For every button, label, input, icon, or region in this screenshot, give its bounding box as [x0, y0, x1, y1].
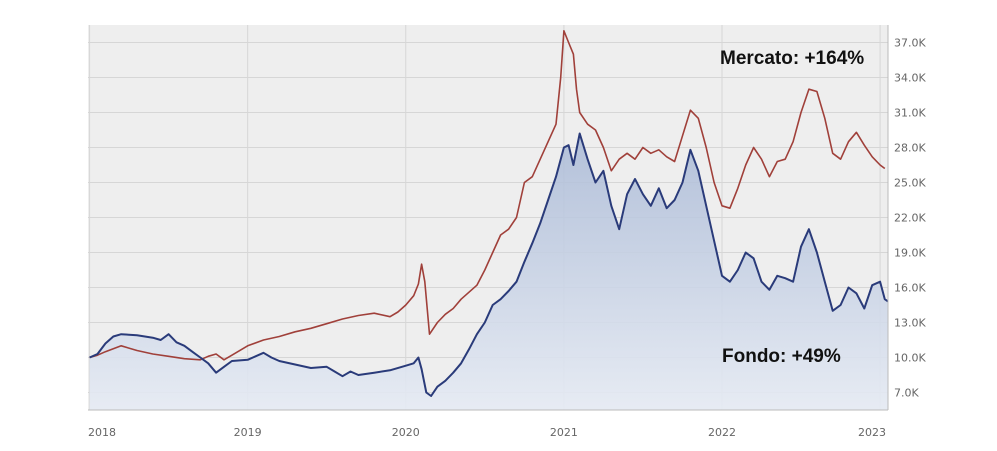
x-tick-labels: 2018 2019 2020 2021 2022 2023: [88, 426, 886, 439]
y-tick-label: 10.0K: [894, 352, 926, 365]
x-tick-label: 2020: [392, 426, 420, 439]
fondo-area: [89, 133, 888, 410]
mercato-line: [89, 30, 886, 361]
y-tick-labels: 7.0K 10.0K 13.0K 16.0K 19.0K 22.0K 25.0K 28.0K 3…: [894, 37, 926, 400]
y-tick-label: 28.0K: [894, 142, 926, 155]
y-tick-label: 13.0K: [894, 317, 926, 330]
y-tick-label: 16.0K: [894, 282, 926, 295]
x-tick-label: 2021: [550, 426, 578, 439]
x-tick-label: 2019: [234, 426, 262, 439]
fondo-annotation: Fondo: +49%: [722, 346, 841, 367]
y-tick-label: 37.0K: [894, 37, 926, 50]
y-tick-label: 19.0K: [894, 247, 926, 260]
x-tick-label: 2022: [708, 426, 736, 439]
y-tick-label: 22.0K: [894, 212, 926, 225]
y-tick-label: 25.0K: [894, 177, 926, 190]
y-tick-label: 31.0K: [894, 107, 926, 120]
x-tick-label: 2018: [88, 426, 116, 439]
x-tick-label: 2023: [858, 426, 886, 439]
y-tick-label: 34.0K: [894, 72, 926, 85]
mercato-annotation: Mercato: +164%: [720, 48, 864, 69]
y-tick-label: 7.0K: [894, 387, 919, 400]
fondo-line: [89, 132, 888, 397]
